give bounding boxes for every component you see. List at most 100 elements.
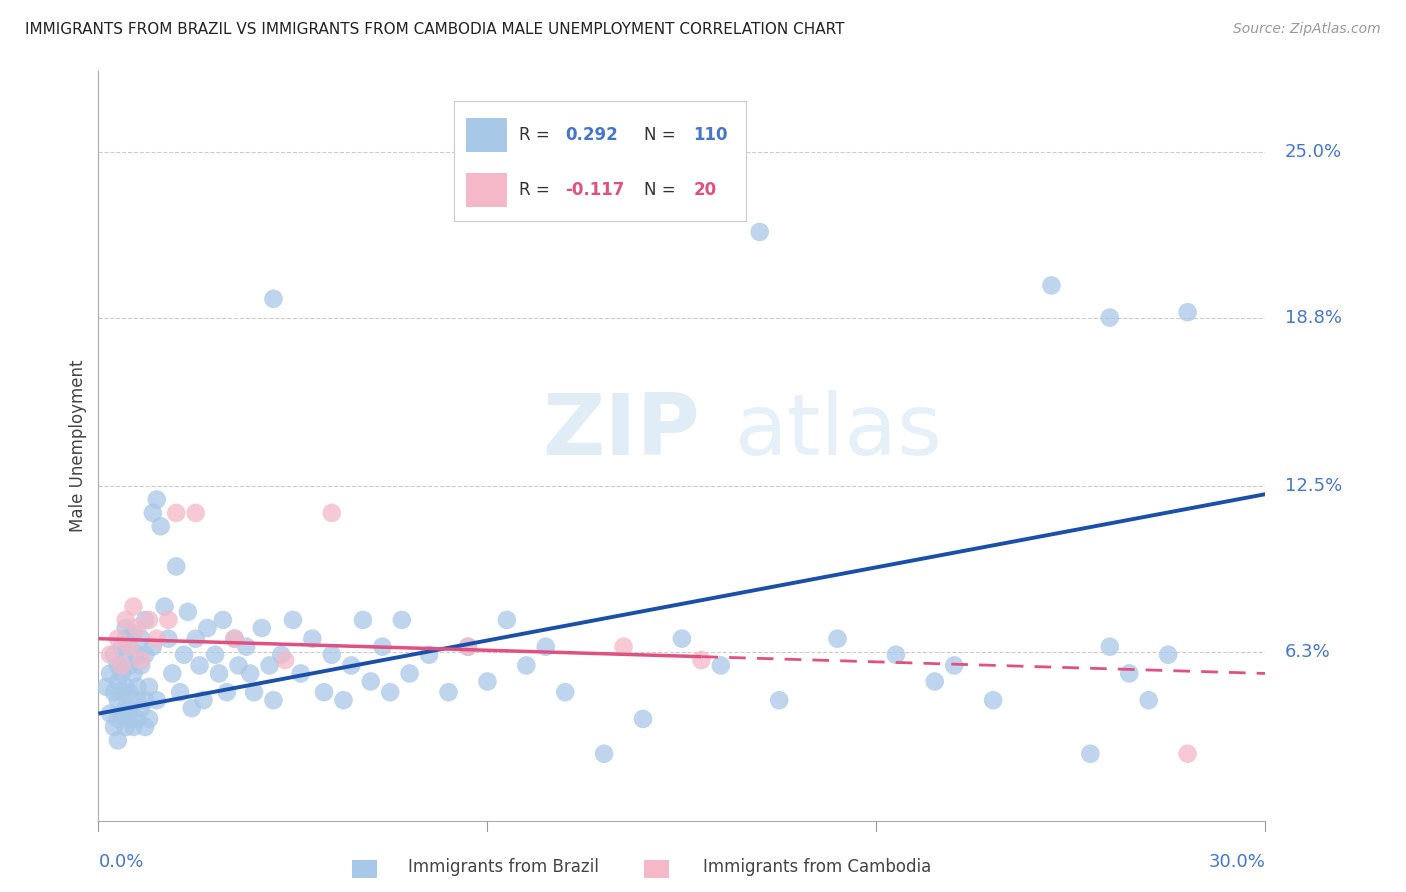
Point (127, 712, 149, 726)
Text: Source: ZipAtlas.com: Source: ZipAtlas.com (1233, 22, 1381, 37)
Point (138, 712, 160, 726)
Point (943, 658, 966, 673)
Point (1137, 693, 1160, 707)
Point (138, 613, 160, 627)
Text: atlas: atlas (734, 390, 942, 473)
Point (352, 613, 374, 627)
Point (118, 685, 141, 699)
Point (477, 674, 499, 689)
Point (146, 492, 169, 507)
Point (671, 632, 693, 646)
Point (768, 693, 790, 707)
Point (360, 674, 382, 689)
Point (107, 674, 129, 689)
Point (457, 640, 479, 654)
Point (98, 706, 121, 721)
Point (228, 658, 250, 673)
Point (398, 666, 420, 681)
Text: 25.0%: 25.0% (1285, 143, 1341, 161)
Point (1177, 305, 1199, 319)
Point (169, 685, 191, 699)
Point (103, 648, 125, 662)
Point (114, 653, 136, 667)
Point (118, 658, 141, 673)
Point (111, 685, 134, 699)
Point (107, 658, 129, 673)
Point (212, 613, 235, 627)
Point (613, 640, 636, 654)
Point (122, 599, 145, 614)
Point (515, 658, 537, 673)
Point (127, 648, 149, 662)
Point (1098, 640, 1121, 654)
Point (274, 653, 297, 667)
Point (235, 640, 257, 654)
Point (224, 632, 246, 646)
Point (96, 680, 118, 694)
Point (129, 701, 152, 715)
Point (122, 720, 145, 734)
Point (127, 680, 149, 694)
Point (122, 666, 145, 681)
Point (1118, 666, 1140, 681)
Point (103, 685, 125, 699)
Point (710, 658, 733, 673)
Point (195, 621, 218, 635)
Text: 18.8%: 18.8% (1285, 309, 1341, 326)
Text: 6.3%: 6.3% (1285, 643, 1330, 661)
Point (184, 506, 207, 520)
Point (748, 225, 770, 239)
Point (1157, 648, 1180, 662)
Point (134, 693, 156, 707)
Point (114, 680, 136, 694)
Point (114, 621, 136, 635)
Point (554, 685, 576, 699)
Point (134, 720, 156, 734)
Point (301, 632, 323, 646)
Point (142, 506, 165, 520)
Point (380, 685, 402, 699)
Text: ZIP: ZIP (541, 390, 700, 473)
Point (262, 693, 284, 707)
Point (107, 712, 129, 726)
Point (165, 559, 187, 574)
Point (118, 640, 141, 654)
Point (98, 648, 121, 662)
Point (153, 599, 176, 614)
Point (981, 693, 1004, 707)
Text: 30.0%: 30.0% (1209, 853, 1265, 871)
Point (111, 666, 134, 681)
Point (631, 712, 654, 726)
Point (111, 706, 134, 721)
Point (262, 292, 284, 306)
Point (134, 613, 156, 627)
Point (1098, 310, 1121, 325)
Point (208, 666, 231, 681)
Point (165, 506, 187, 520)
Text: 0.0%: 0.0% (98, 853, 143, 871)
Point (157, 632, 180, 646)
Point (184, 632, 207, 646)
Point (321, 506, 343, 520)
Point (243, 685, 266, 699)
Point (98, 666, 121, 681)
Point (180, 701, 202, 715)
Point (250, 621, 273, 635)
Point (127, 621, 149, 635)
Point (290, 666, 312, 681)
Point (122, 626, 145, 640)
Point (173, 648, 195, 662)
Text: IMMIGRANTS FROM BRAZIL VS IMMIGRANTS FROM CAMBODIA MALE UNEMPLOYMENT CORRELATION: IMMIGRANTS FROM BRAZIL VS IMMIGRANTS FRO… (25, 22, 845, 37)
Point (418, 648, 440, 662)
Point (111, 658, 134, 673)
Point (188, 658, 211, 673)
Point (138, 680, 160, 694)
Point (114, 613, 136, 627)
Point (129, 632, 152, 646)
Point (391, 613, 413, 627)
Point (215, 685, 238, 699)
Point (103, 720, 125, 734)
Point (129, 658, 152, 673)
Point (107, 693, 129, 707)
Point (114, 632, 136, 646)
